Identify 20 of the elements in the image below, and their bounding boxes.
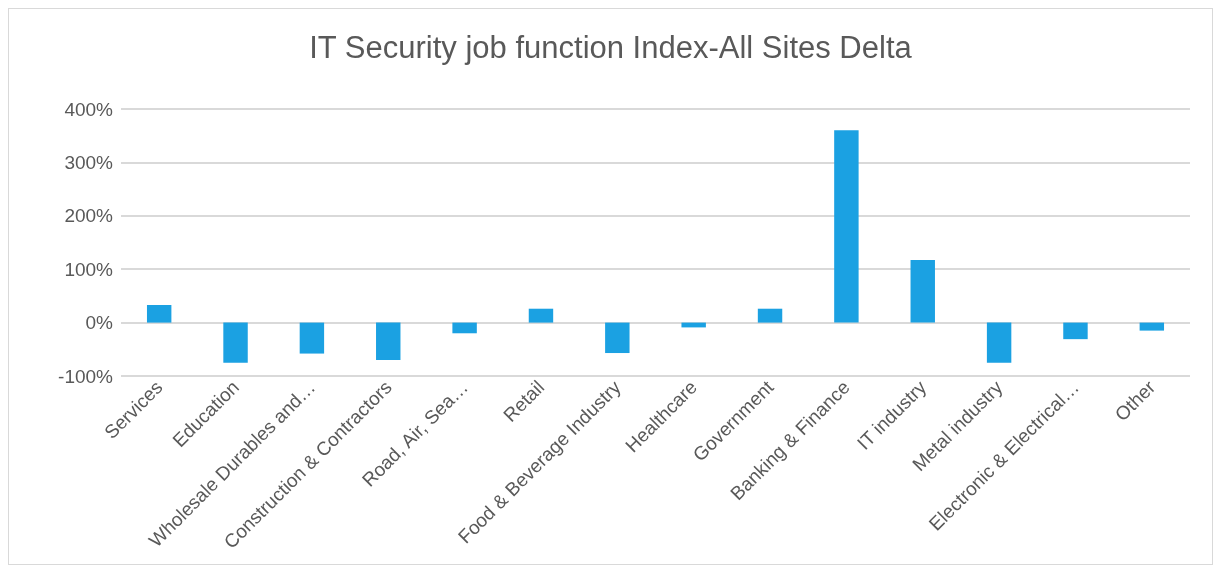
bar	[757, 308, 783, 323]
bar	[910, 260, 935, 323]
y-tick-label: 200%	[64, 205, 114, 227]
bar	[452, 322, 477, 334]
bar	[1139, 322, 1165, 331]
bar	[986, 322, 1012, 363]
bar	[376, 322, 401, 360]
bar	[146, 304, 172, 323]
y-tick-label: 300%	[64, 151, 114, 173]
bar	[299, 322, 325, 354]
y-tick-label: 100%	[64, 258, 114, 280]
bar	[223, 322, 248, 363]
bar	[605, 322, 630, 354]
y-tick-label: 400%	[64, 98, 114, 120]
chart-title: IT Security job function Index-All Sites Delta	[309, 30, 913, 65]
bar	[834, 130, 859, 323]
y-tick-label: -100%	[58, 365, 114, 387]
bar	[1063, 322, 1088, 340]
bar	[528, 308, 554, 323]
y-tick-label: 0%	[85, 312, 114, 334]
